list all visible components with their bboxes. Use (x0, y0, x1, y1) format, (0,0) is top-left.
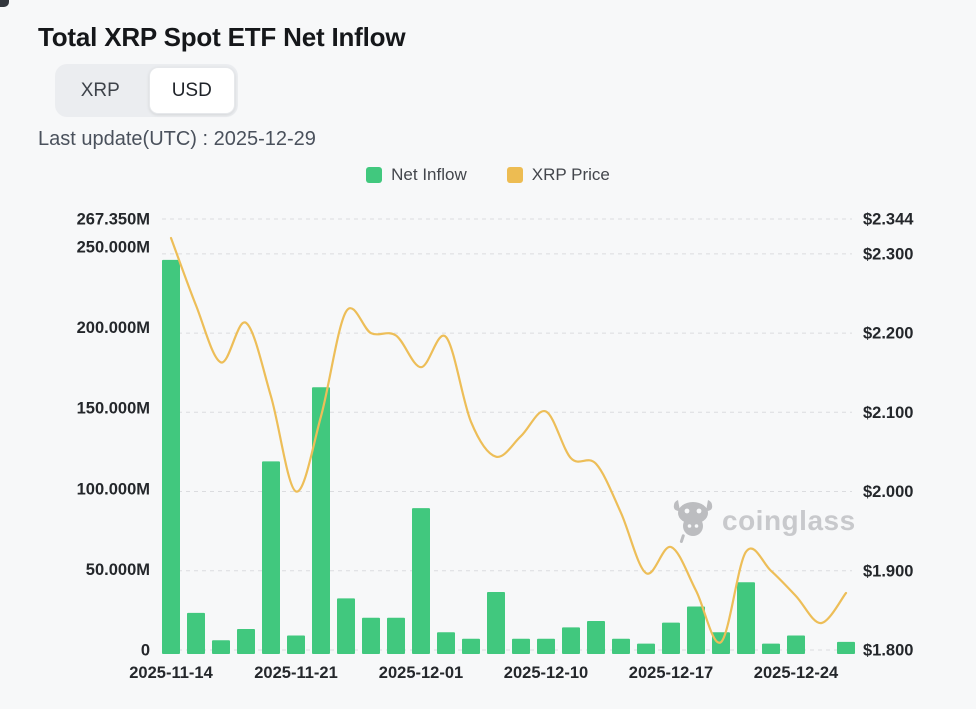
legend-label-xrp-price: XRP Price (531, 165, 610, 184)
x-axis-tick: 2025-11-21 (254, 664, 338, 682)
toggle-usd-button[interactable]: USD (148, 67, 235, 114)
net-inflow-bar[interactable] (437, 632, 455, 654)
x-axis-tick: 2025-12-17 (629, 664, 713, 682)
y-axis-tick-right: $2.100 (863, 404, 913, 422)
y-axis-tick-right: $2.300 (863, 245, 913, 263)
last-update-text: Last update(UTC) : 2025-12-29 (38, 128, 316, 150)
net-inflow-bar[interactable] (687, 606, 705, 655)
net-inflow-bar[interactable] (287, 635, 305, 655)
x-axis-tick: 2025-12-24 (754, 664, 839, 682)
net-inflow-bar[interactable] (587, 621, 605, 654)
coinglass-watermark: coinglass (672, 498, 856, 544)
legend-item-xrp-price[interactable]: XRP Price (506, 165, 610, 185)
net-inflow-bar[interactable] (612, 638, 630, 654)
toggle-xrp-button[interactable]: XRP (58, 67, 143, 114)
net-inflow-swatch-icon (366, 167, 383, 183)
y-axis-tick-left: 250.000M (77, 239, 150, 257)
net-inflow-bar[interactable] (237, 629, 255, 654)
net-inflow-bar[interactable] (462, 638, 480, 654)
net-inflow-bar[interactable] (262, 461, 280, 654)
net-inflow-bar[interactable] (212, 640, 230, 654)
unit-toggle: XRP USD (55, 64, 238, 117)
watermark-text: coinglass (722, 505, 856, 536)
net-inflow-bar[interactable] (412, 508, 430, 654)
legend-item-net-inflow[interactable]: Net Inflow (366, 165, 467, 185)
y-axis-tick-right: $2.200 (863, 325, 913, 343)
net-inflow-bar[interactable] (762, 643, 780, 654)
net-inflow-bar[interactable] (537, 638, 555, 654)
y-axis-tick-left: 50.000M (86, 561, 150, 579)
y-axis-tick-left: 100.000M (77, 480, 150, 498)
legend-label-net-inflow: Net Inflow (391, 165, 467, 184)
net-inflow-bar[interactable] (837, 641, 855, 654)
net-inflow-bar[interactable] (337, 598, 355, 654)
net-inflow-bar[interactable] (737, 582, 755, 654)
x-axis-tick: 2025-12-10 (504, 664, 588, 682)
net-inflow-bar[interactable] (387, 617, 405, 654)
y-axis-tick-left: 150.000M (77, 400, 150, 418)
net-inflow-bar[interactable] (487, 592, 505, 654)
xrp-price-line (169, 236, 848, 644)
y-axis-tick-right: $2.344 (863, 211, 914, 229)
xrp-price-swatch-icon (506, 167, 523, 183)
x-axis-tick: 2025-12-01 (379, 664, 463, 682)
corner-fragment (0, 0, 9, 7)
net-inflow-bar[interactable] (637, 643, 655, 654)
net-inflow-bar[interactable] (162, 259, 180, 654)
net-inflow-bar[interactable] (187, 612, 205, 654)
coinglass-logo-icon (673, 500, 713, 543)
net-inflow-bar[interactable] (312, 387, 330, 654)
y-axis-tick-left: 200.000M (77, 319, 150, 337)
chart-legend: Net Inflow XRP Price (0, 165, 976, 185)
net-inflow-bar[interactable] (662, 622, 680, 654)
y-axis-tick-left: 0 (141, 642, 150, 660)
y-axis-tick-left: 267.350M (77, 211, 150, 229)
page-title: Total XRP Spot ETF Net Inflow (38, 22, 406, 52)
y-axis-tick-right: $1.800 (863, 642, 913, 660)
net-inflow-bar[interactable] (787, 635, 805, 655)
net-inflow-bar[interactable] (512, 638, 530, 654)
y-axis-tick-right: $2.000 (863, 483, 913, 501)
x-axis-tick: 2025-11-14 (129, 664, 213, 682)
y-axis-tick-right: $1.900 (863, 562, 913, 580)
net-inflow-bar[interactable] (562, 627, 580, 654)
net-inflow-bar[interactable] (362, 617, 380, 654)
